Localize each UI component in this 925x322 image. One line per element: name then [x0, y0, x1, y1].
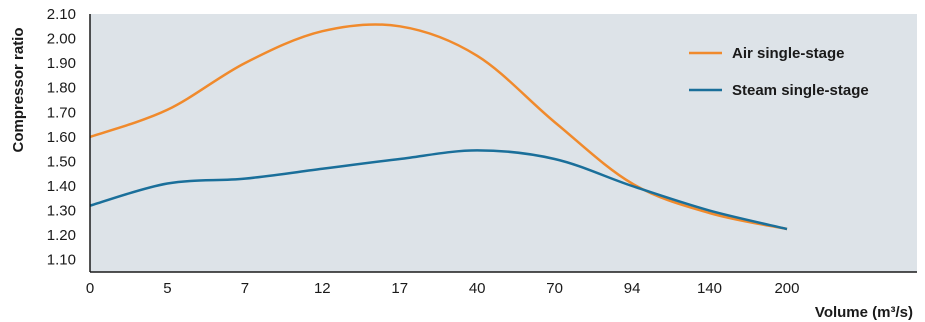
x-tick-labels: 0 5 7 12 17 40 70 94 140 200 — [86, 280, 800, 297]
x-tick-label: 12 — [314, 280, 331, 297]
y-tick-label: 1.20 — [47, 227, 76, 244]
y-tick-label: 1.10 — [47, 252, 76, 269]
y-tick-label: 1.60 — [47, 129, 76, 146]
x-axis-title: Volume (m³/s) — [815, 304, 913, 321]
series-line-steam-single-stage — [89, 149, 788, 231]
x-tick-label: 200 — [774, 280, 799, 297]
y-tick-label: 1.50 — [47, 153, 76, 170]
y-tick-label: 1.90 — [47, 55, 76, 72]
y-axis-title: Compressor ratio — [10, 27, 27, 152]
x-tick-label: 7 — [241, 280, 249, 297]
y-tick-label: 2.10 — [47, 6, 76, 23]
x-tick-label: 140 — [697, 280, 722, 297]
series-lines — [89, 23, 788, 231]
x-tick-label: 40 — [469, 280, 486, 297]
y-tick-label: 1.70 — [47, 104, 76, 121]
y-tick-labels: 2.10 2.00 1.90 1.80 1.70 1.60 1.50 1.40 1.30 1.20… — [47, 6, 76, 269]
y-tick-label: 1.30 — [47, 203, 76, 220]
legend-label: Air single-stage — [732, 45, 845, 62]
legend: Air single-stage Steam single-stage — [689, 45, 869, 99]
y-tick-label: 1.40 — [47, 178, 76, 195]
x-tick-label: 94 — [624, 280, 641, 297]
x-tick-label: 0 — [86, 280, 94, 297]
y-tick-label: 2.00 — [47, 31, 76, 48]
x-tick-label: 5 — [163, 280, 171, 297]
x-tick-label: 70 — [546, 280, 563, 297]
y-tick-label: 1.80 — [47, 80, 76, 97]
plot-background — [90, 14, 917, 272]
legend-label: Steam single-stage — [732, 82, 869, 99]
series-line-air-single-stage — [89, 23, 788, 231]
x-tick-label: 17 — [391, 280, 408, 297]
